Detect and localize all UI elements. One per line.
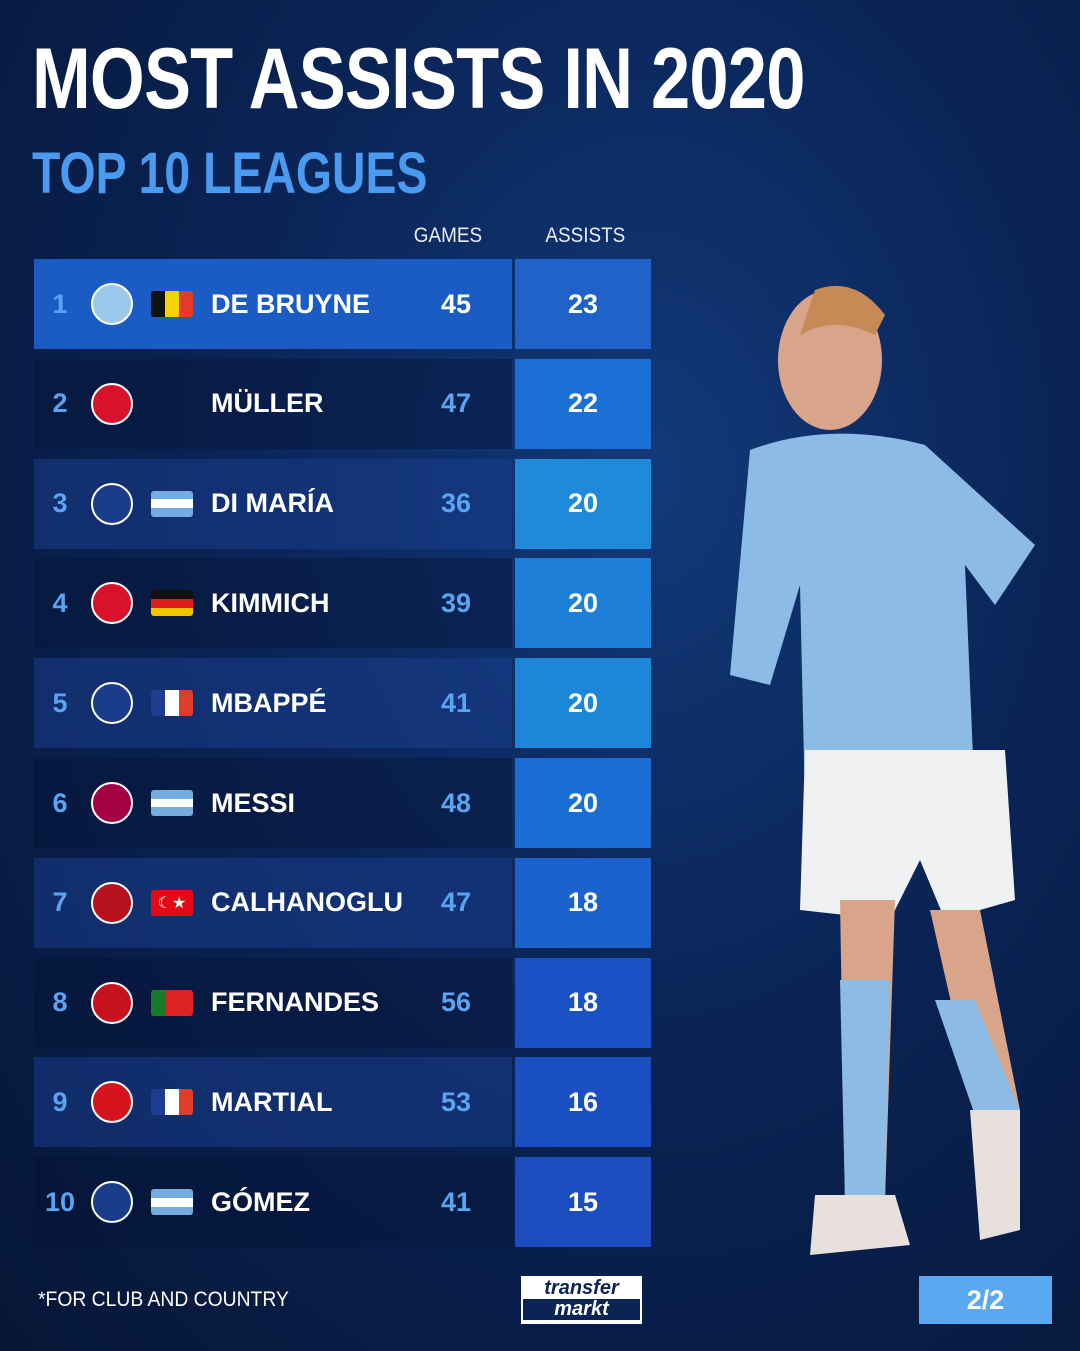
assists-value: 22 <box>515 358 651 449</box>
bayern-munich-crest-icon <box>91 582 133 625</box>
logo-line2: markt <box>523 1299 640 1320</box>
assists-value: 20 <box>515 558 651 649</box>
games-value: 36 <box>440 488 472 519</box>
games-value: 41 <box>440 687 472 718</box>
argentina-flag-icon <box>151 790 193 816</box>
assists-value: 20 <box>515 658 651 749</box>
rank: 3 <box>52 488 68 519</box>
rank: 6 <box>52 787 68 818</box>
header-assists: ASSISTS <box>545 224 626 247</box>
player-name: DE BRUYNE <box>211 288 371 319</box>
games-value: 41 <box>440 1186 472 1217</box>
table-row: 7 ☾★ CALHANOGLU 47 <box>34 857 512 948</box>
logo-line1: transfer <box>544 1277 619 1299</box>
games-value: 45 <box>440 288 472 319</box>
table-row: 8 FERNANDES 56 <box>34 957 512 1048</box>
rank: 4 <box>52 587 68 618</box>
france-flag-icon <box>151 1089 193 1116</box>
germany-flag-icon <box>151 590 193 617</box>
transfermarkt-logo: transfer markt <box>521 1276 642 1324</box>
player-name: CALHANOGLU <box>211 887 403 918</box>
atalanta-crest-icon <box>91 1181 133 1224</box>
rank: 10 <box>44 1186 76 1217</box>
table-row: 4 KIMMICH 39 <box>34 558 512 649</box>
assists-value: 18 <box>515 957 651 1048</box>
france-flag-icon <box>151 690 193 717</box>
belgium-flag-icon <box>151 291 193 317</box>
assists-value: 23 <box>515 259 651 349</box>
portugal-flag-icon <box>151 989 193 1016</box>
table-row: 2 MÜLLER 47 <box>34 358 512 449</box>
rank: 7 <box>52 887 68 918</box>
rank: 1 <box>52 288 68 319</box>
assists-value: 18 <box>515 857 651 948</box>
games-value: 39 <box>440 587 472 618</box>
psg-crest-icon <box>91 482 133 525</box>
argentina-flag-icon <box>151 490 193 517</box>
player-name: GÓMEZ <box>211 1186 310 1217</box>
rank: 9 <box>52 1086 68 1117</box>
assists-value: 20 <box>515 758 651 848</box>
turkey-flag-icon: ☾★ <box>151 889 193 916</box>
no-flag <box>151 391 193 417</box>
page-title: MOST ASSISTS IN 2020 <box>32 31 805 127</box>
table-row: 3 DI MARÍA 36 <box>34 458 512 549</box>
assists-value: 20 <box>515 458 651 549</box>
psg-crest-icon <box>91 682 133 725</box>
player-name: KIMMICH <box>211 587 330 618</box>
table-row: 1 DE BRUYNE 45 <box>34 259 512 349</box>
games-value: 47 <box>440 887 472 918</box>
bayern-munich-crest-icon <box>91 382 133 425</box>
barcelona-crest-icon <box>91 782 133 824</box>
page-indicator: 2/2 <box>919 1276 1052 1324</box>
footnote: *FOR CLUB AND COUNTRY <box>38 1288 289 1311</box>
games-value: 48 <box>440 787 472 818</box>
rank: 2 <box>52 388 68 419</box>
rank: 5 <box>52 687 68 718</box>
games-value: 47 <box>440 388 472 419</box>
page-subtitle: TOP 10 LEAGUES <box>32 141 428 206</box>
manchester-united-crest-icon <box>91 1081 133 1124</box>
manchester-city-crest-icon <box>91 283 133 325</box>
player-name: DI MARÍA <box>211 488 334 519</box>
ac-milan-crest-icon <box>91 881 133 924</box>
games-value: 56 <box>440 987 472 1018</box>
header-games: GAMES <box>413 224 483 247</box>
games-value: 53 <box>440 1086 472 1117</box>
player-name: MBAPPÉ <box>211 687 327 718</box>
player-name: MESSI <box>211 787 296 818</box>
player-name: MARTIAL <box>211 1086 333 1117</box>
table-row: 5 MBAPPÉ 41 <box>34 658 512 749</box>
player-name: FERNANDES <box>211 987 380 1018</box>
player-name: MÜLLER <box>211 388 324 419</box>
argentina-flag-icon <box>151 1189 193 1216</box>
table-row: 10 GÓMEZ 41 <box>34 1157 512 1248</box>
table-row: 9 MARTIAL 53 <box>34 1057 512 1148</box>
assists-value: 16 <box>515 1057 651 1148</box>
assists-value: 15 <box>515 1157 651 1248</box>
table-row: 6 MESSI 48 <box>34 758 512 848</box>
player-photo <box>730 285 1035 1255</box>
rank: 8 <box>52 987 68 1018</box>
sporting-manchester-united-crests-icon <box>91 981 133 1024</box>
